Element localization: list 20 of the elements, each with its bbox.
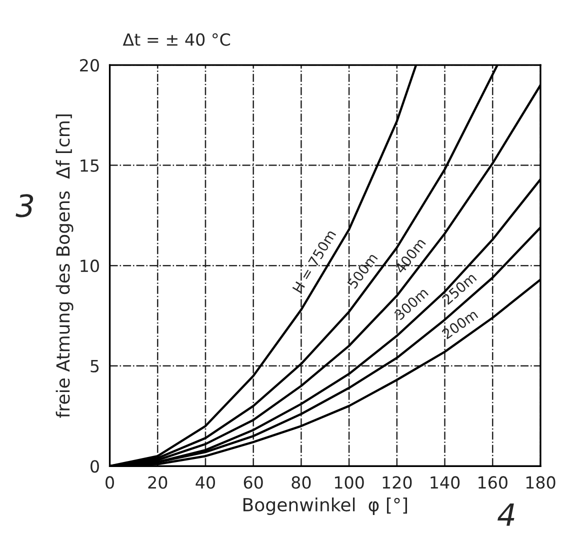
y-tick-label: 5 <box>90 360 99 372</box>
x-tick-label: 60 <box>244 476 263 489</box>
x-tick-label: 40 <box>196 476 215 489</box>
y-tick-label: 0 <box>90 460 99 473</box>
x-tick-label: 160 <box>478 476 508 489</box>
x-tick-label: 0 <box>106 476 114 489</box>
x-tick-label: 80 <box>292 476 311 489</box>
x-axis-title: Bogenwinkel φ [°] <box>243 498 408 515</box>
text: 4 <box>498 503 514 526</box>
x-tick-label: 20 <box>148 476 168 489</box>
chart-title: Δt = ± 40 °C <box>122 33 230 46</box>
y-tick-label: 10 <box>80 260 99 272</box>
x-tick-label: 100 <box>334 476 364 489</box>
text: 3 <box>16 194 34 218</box>
x-tick-label: 120 <box>382 476 412 489</box>
x-tick-label: 140 <box>430 476 460 489</box>
y-tick-label: 15 <box>80 159 99 172</box>
y-axis-title: freie Atmung des Bogens Δf [cm] <box>56 114 74 418</box>
y-tick-label: 20 <box>80 59 99 72</box>
x-tick-label: 180 <box>526 476 556 489</box>
